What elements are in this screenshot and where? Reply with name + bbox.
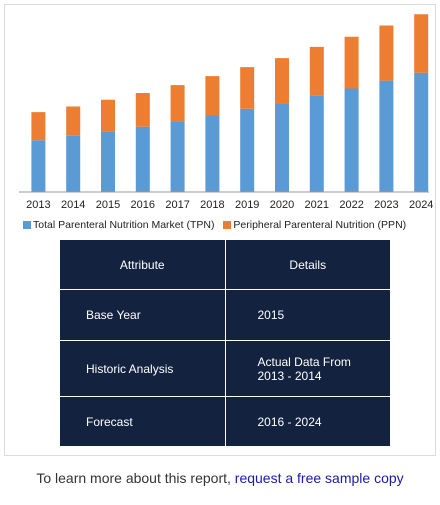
bar-ppn-2019	[240, 67, 255, 109]
x-tick-label: 2017	[165, 199, 189, 211]
bar-ppn-2021	[309, 46, 324, 96]
x-tick-label: 2015	[96, 199, 120, 211]
table-row: Base Year 2015	[59, 289, 391, 341]
footer-text: To learn more about this report,	[36, 470, 231, 486]
bar-ppn-2024	[414, 14, 429, 73]
table-cell: 2015	[224, 289, 391, 341]
x-tick-label: 2021	[305, 199, 329, 211]
chart-legend: Total Parenteral Nutrition Market (TPN) …	[23, 219, 435, 232]
bar-tpn-2018	[205, 115, 220, 192]
bar-ppn-2023	[379, 25, 394, 81]
bar-tpn-2022	[344, 88, 359, 192]
table-cell: 2016 - 2024	[224, 396, 391, 447]
bar-tpn-2015	[101, 131, 115, 192]
sample-copy-link[interactable]: request a free sample copy	[234, 470, 404, 486]
table-row: Historic Analysis Actual Data From 2013 …	[59, 340, 391, 397]
bar-tpn-2013	[31, 140, 46, 192]
bar-ppn-2017	[170, 85, 185, 122]
table-cell: Actual Data From 2013 - 2014	[224, 340, 391, 397]
table-cell: Forecast	[59, 396, 226, 447]
bar-tpn-2019	[240, 108, 255, 192]
x-tick-label: 2020	[270, 199, 294, 211]
x-tick-label: 2013	[26, 199, 50, 211]
bar-ppn-2013	[31, 112, 46, 141]
bar-tpn-2024	[414, 72, 429, 192]
legend-item-tpn: Total Parenteral Nutrition Market (TPN)	[23, 219, 214, 231]
bars-group	[31, 14, 429, 192]
bar-ppn-2014	[66, 106, 81, 136]
legend-swatch-tpn	[23, 221, 31, 229]
x-tick-label: 2024	[409, 199, 433, 211]
table-header-details: Details	[224, 239, 391, 290]
bar-tpn-2014	[66, 135, 81, 192]
bar-ppn-2020	[275, 58, 289, 104]
attribute-table: Attribute Details Base Year 2015 Histori…	[59, 239, 391, 447]
bar-ppn-2018	[205, 76, 220, 116]
bar-tpn-2016	[135, 126, 150, 192]
x-tick-label: 2023	[374, 199, 398, 211]
table-cell: Historic Analysis	[59, 340, 226, 397]
x-tick-label: 2018	[200, 199, 224, 211]
table-row: Forecast 2016 - 2024	[59, 396, 391, 447]
bar-tpn-2021	[309, 95, 324, 192]
stacked-bar-chart: 2013 2014 2015 2016 2017 2018 2019 2020 2021 2022…	[19, 14, 433, 211]
bar-ppn-2022	[344, 36, 359, 89]
legend-label-tpn: Total Parenteral Nutrition Market (TPN)	[33, 219, 215, 231]
table-cell: Base Year	[59, 289, 226, 341]
bar-ppn-2015	[101, 99, 115, 132]
table-header-row: Attribute Details	[59, 239, 391, 290]
legend-item-ppn: Peripheral Parenteral Nutrition (PPN)	[223, 219, 406, 231]
table-header-attribute: Attribute	[59, 239, 226, 290]
x-tick-label: 2014	[61, 199, 85, 211]
footer-cta: To learn more about this report, request…	[0, 470, 440, 486]
x-tick-labels: 2013 2014 2015 2016 2017 2018 2019 2020 2021 2022…	[26, 199, 433, 211]
bar-tpn-2020	[275, 103, 289, 192]
legend-swatch-ppn	[223, 221, 232, 229]
x-tick-label: 2016	[131, 199, 155, 211]
x-tick-label: 2022	[339, 199, 363, 211]
legend-label-ppn: Peripheral Parenteral Nutrition (PPN)	[233, 219, 407, 231]
bar-tpn-2017	[170, 121, 185, 192]
bar-tpn-2023	[379, 80, 394, 192]
x-tick-label: 2019	[235, 199, 259, 211]
bar-ppn-2016	[135, 93, 150, 127]
